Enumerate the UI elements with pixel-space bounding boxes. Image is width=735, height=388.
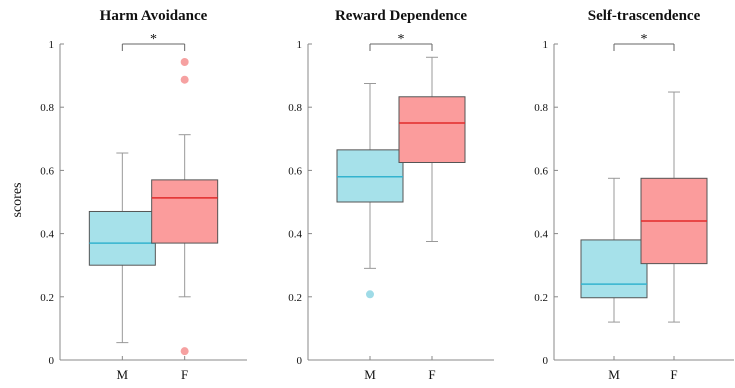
panel-title: Self-trascendence: [588, 8, 701, 24]
box-f: [151, 58, 219, 356]
panel-1: Harm Avoidance 0 0.2 0.4 0.6 0.8 1 M F *: [40, 8, 247, 382]
panel-title: Harm Avoidance: [100, 8, 208, 24]
y-tick-label: 0.8: [40, 102, 54, 114]
box-f: [640, 91, 708, 323]
y-axis-title: scores: [10, 183, 25, 218]
y-tick-label: 1: [543, 39, 549, 51]
y-tick-label: 0.2: [288, 292, 302, 304]
y-tick-label: 0: [49, 355, 55, 367]
x-tick-label-m: M: [364, 367, 376, 382]
box-f: [398, 56, 466, 242]
iqr-box: [580, 239, 648, 299]
y-tick-label: 0.4: [534, 229, 548, 241]
box-m: [580, 177, 648, 323]
significance-label: *: [398, 32, 405, 47]
significance-bracket: *: [121, 32, 186, 51]
panel-title: Reward Dependence: [335, 8, 467, 24]
y-tick-label: 1: [49, 39, 55, 51]
x-tick-label-m: M: [117, 367, 129, 382]
significance-bracket: *: [369, 32, 433, 51]
significance-label: *: [641, 32, 648, 47]
significance-label: *: [150, 32, 157, 47]
y-tick-label: 0.2: [534, 292, 548, 304]
x-tick-label-m: M: [608, 367, 620, 382]
y-tick-label: 0: [297, 355, 303, 367]
y-tick-label: 0.6: [534, 165, 548, 177]
iqr-box: [151, 179, 219, 244]
y-tick-label: 0.8: [534, 102, 548, 114]
outlier-point: [180, 347, 189, 356]
x-tick-label-f: F: [181, 367, 188, 382]
iqr-box: [336, 149, 404, 203]
iqr-box: [88, 210, 156, 266]
x-tick-label-f: F: [670, 367, 677, 382]
outlier-point: [180, 58, 189, 67]
y-tick-label: 1: [297, 39, 303, 51]
y-tick-label: 0.4: [288, 229, 302, 241]
y-tick-label: 0.2: [40, 292, 54, 304]
box-m: [336, 83, 404, 299]
y-tick-label: 0.4: [40, 229, 54, 241]
outlier-point: [366, 290, 374, 299]
panel-3: Self-trascendence 0 0.2 0.4 0.6 0.8 1 M F *: [534, 8, 734, 382]
iqr-box: [398, 96, 466, 163]
y-tick-label: 0.8: [288, 102, 302, 114]
y-tick-label: 0: [543, 355, 549, 367]
y-axis-title-group: scores: [10, 183, 25, 218]
y-tick-label: 0.6: [40, 165, 54, 177]
x-tick-label-f: F: [428, 367, 435, 382]
box-m: [88, 152, 156, 344]
outlier-point: [180, 75, 189, 84]
panel-2: Reward Dependence 0 0.2 0.4 0.6 0.8 1 M F *: [288, 8, 494, 382]
significance-bracket: *: [613, 32, 675, 51]
y-tick-label: 0.6: [288, 165, 302, 177]
